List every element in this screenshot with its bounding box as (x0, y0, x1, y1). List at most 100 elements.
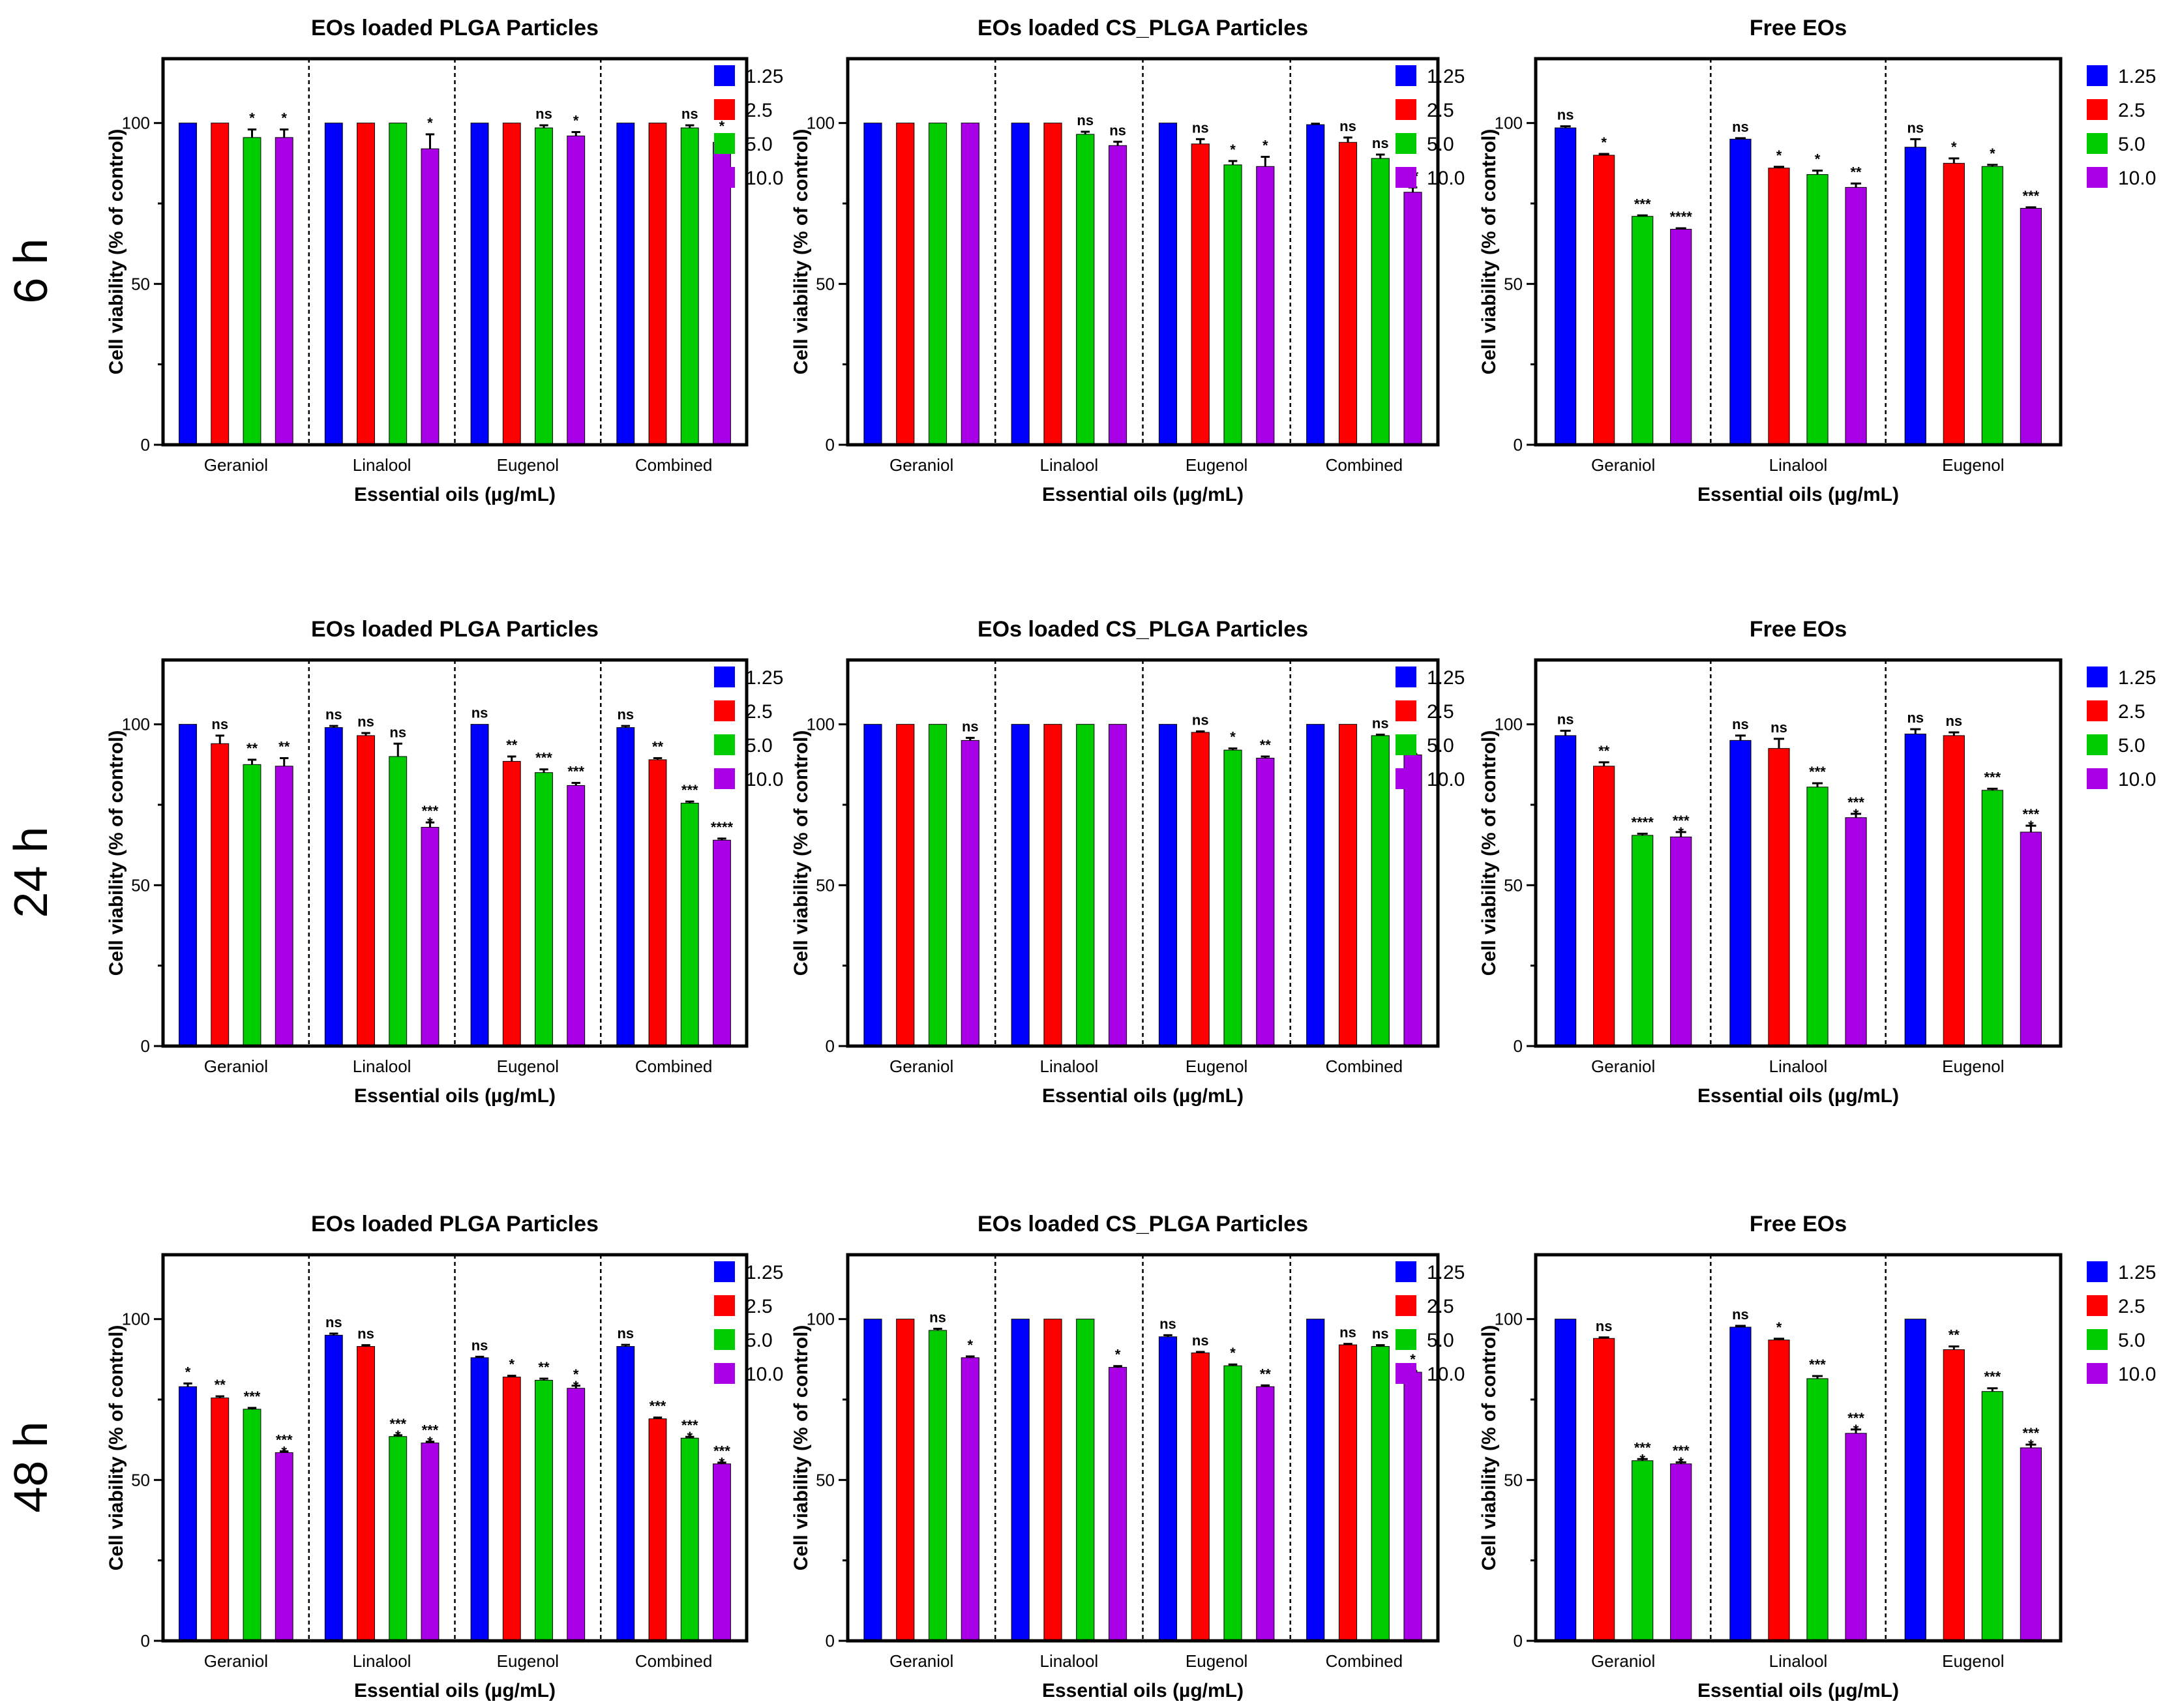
x-tick-label: Geraniol (204, 1651, 268, 1671)
legend-label: 5.0 (2118, 1330, 2145, 1351)
y-tick-label: 100 (1495, 113, 1523, 133)
significance-label: ns (1339, 118, 1356, 134)
x-axis-label: Essential oils (µg/mL) (354, 484, 556, 505)
y-axis-label: Cell viability (% of control) (790, 129, 812, 375)
y-tick-label: 50 (131, 274, 150, 293)
chart-panel: EOs loaded PLGA Particles * * Geraniol * Lina… (106, 16, 783, 505)
bar (1555, 127, 1577, 445)
significance-label: * (1815, 151, 1821, 168)
bar (1306, 124, 1325, 445)
legend-swatch (714, 133, 735, 154)
significance-label: ns (471, 705, 488, 721)
significance-label: *** (1634, 196, 1651, 212)
bar (961, 1357, 979, 1641)
x-tick-label: Eugenol (1942, 455, 2004, 475)
significance-label: ** (573, 1366, 579, 1394)
legend-label: 1.25 (1427, 1262, 1465, 1283)
bar (1158, 123, 1178, 445)
significance-label: ns (617, 706, 634, 723)
y-axis-label: Cell viability (% of control) (790, 1325, 812, 1571)
bar (1904, 147, 1926, 445)
significance-label: *** (1809, 764, 1826, 780)
legend-label: 1.25 (745, 1262, 783, 1283)
x-tick-label: Linalool (1769, 1056, 1828, 1076)
legend-label: 2.5 (745, 1296, 773, 1317)
significance-label: **** (1634, 1439, 1651, 1467)
bar (211, 743, 230, 1047)
significance-label: **** (1847, 1410, 1864, 1438)
legend-swatch (2087, 734, 2108, 755)
bar (1043, 123, 1062, 445)
x-axis-label: Essential oils (µg/mL) (354, 1085, 556, 1107)
legend-swatch (2087, 667, 2108, 687)
bar (1011, 1319, 1030, 1641)
bar (1806, 174, 1829, 445)
significance-label: ns (1109, 122, 1126, 138)
significance-label: ns (1192, 119, 1209, 136)
bar (1158, 1336, 1178, 1641)
significance-label: * (1230, 729, 1236, 745)
legend-swatch (714, 99, 735, 120)
chart-title: EOs loaded CS_PLGA Particles (978, 617, 1308, 642)
legend-swatch (2087, 1363, 2108, 1384)
x-tick-label: Eugenol (1186, 455, 1247, 475)
legend-label: 10.0 (745, 1364, 783, 1385)
x-tick-label: Linalool (1040, 1056, 1099, 1076)
significance-label: ns (1907, 119, 1924, 136)
bar (1593, 155, 1615, 445)
significance-label: ** (652, 738, 664, 755)
y-tick-label: 100 (122, 113, 150, 133)
x-tick-label: Geraniol (1591, 455, 1655, 475)
legend-swatch (2087, 167, 2108, 188)
x-tick-label: Linalool (1769, 1651, 1828, 1671)
y-axis-label: Cell viability (% of control) (106, 730, 127, 976)
significance-label: ns (357, 713, 374, 730)
bar (502, 123, 521, 445)
legend-label: 1.25 (1427, 667, 1465, 689)
bar (389, 1436, 408, 1641)
bar (535, 772, 553, 1047)
y-tick-label: 100 (122, 1310, 150, 1329)
significance-label: *** (535, 750, 552, 766)
bar (1011, 123, 1030, 445)
bar (863, 1319, 882, 1641)
chart-title: EOs loaded CS_PLGA Particles (978, 1212, 1308, 1236)
x-tick-label: Geraniol (204, 455, 268, 475)
significance-label: ** (1598, 743, 1610, 759)
legend-swatch (2087, 65, 2108, 86)
legend-swatch (714, 700, 735, 721)
significance-label: ** (538, 1359, 550, 1375)
x-tick-label: Eugenol (497, 1651, 559, 1671)
y-tick-label: 0 (1514, 1036, 1523, 1056)
legend-label: 1.25 (745, 66, 783, 87)
bar (1011, 724, 1030, 1047)
legend-swatch (1396, 734, 1416, 755)
bar (1632, 216, 1654, 445)
bar (1158, 724, 1178, 1047)
bar (275, 1452, 293, 1641)
bar (1371, 1346, 1390, 1641)
legend-swatch (1396, 1363, 1416, 1384)
chart-title: Free EOs (1750, 617, 1847, 642)
y-tick-label: 100 (122, 715, 150, 734)
legend-label: 5.0 (745, 134, 773, 155)
x-axis-label: Essential oils (µg/mL) (1042, 1085, 1244, 1107)
legend-label: 10.0 (2118, 168, 2156, 189)
x-axis-label: Essential oils (µg/mL) (354, 1680, 556, 1701)
significance-label: **** (1673, 1443, 1690, 1471)
significance-label: ns (962, 718, 979, 734)
significance-label: *** (1984, 769, 2001, 785)
bar (1223, 749, 1242, 1047)
legend-label: 10.0 (1427, 1364, 1465, 1385)
significance-label: **** (2023, 1425, 2040, 1453)
bar (1729, 1326, 1752, 1641)
legend-swatch (714, 667, 735, 687)
bar (275, 137, 293, 445)
significance-label: ** (1260, 1366, 1272, 1382)
significance-label: **** (1632, 814, 1654, 830)
bar (616, 727, 635, 1047)
y-tick-label: 0 (1514, 435, 1523, 455)
bar (357, 735, 375, 1047)
bar (179, 1386, 197, 1641)
bar (1403, 1371, 1422, 1641)
